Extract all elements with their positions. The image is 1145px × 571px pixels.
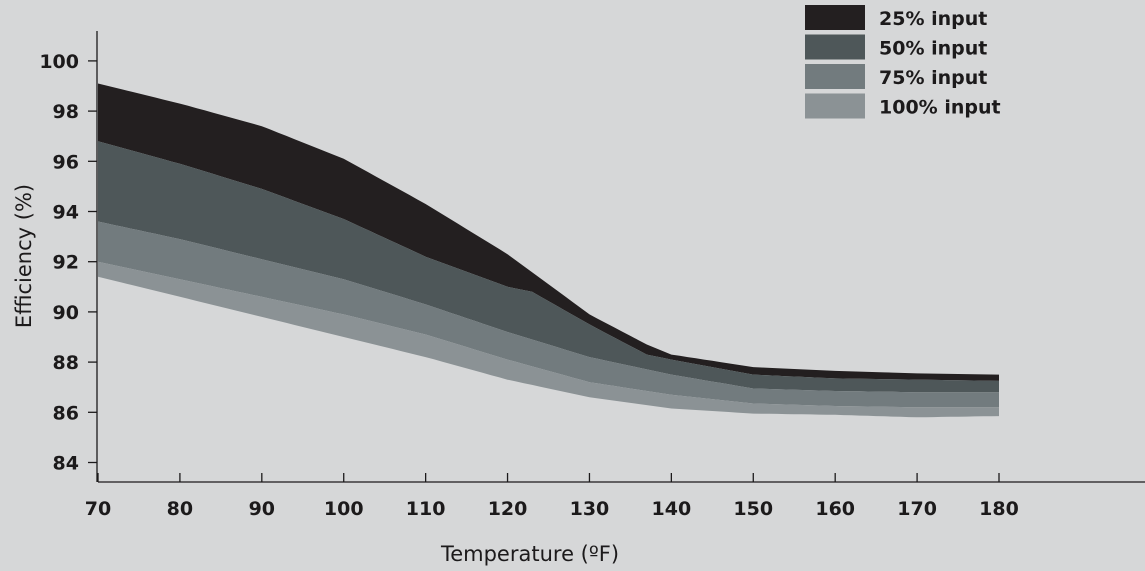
area-band-100-input xyxy=(98,261,999,418)
legend-label: 75% input xyxy=(879,67,987,89)
x-tick-label: 140 xyxy=(652,498,692,520)
legend-swatch xyxy=(805,64,865,89)
legend: 25% input 50% input 75% input 100% input xyxy=(805,5,1001,119)
y-tick-label: 96 xyxy=(53,151,79,173)
x-axis-title: Temperature (ºF) xyxy=(440,542,619,566)
x-tick-label: 100 xyxy=(324,498,364,520)
x-tick-label: 160 xyxy=(815,498,855,520)
x-tick-label: 130 xyxy=(570,498,610,520)
area-bands xyxy=(98,83,999,418)
y-tick-label: 94 xyxy=(53,202,79,224)
y-tick-label: 100 xyxy=(39,51,79,73)
x-tick-label: 70 xyxy=(85,498,111,520)
area-band-50-input xyxy=(98,141,999,393)
y-tick-label: 90 xyxy=(53,302,79,324)
legend-label: 50% input xyxy=(879,38,987,60)
y-axis-title: Efficiency (%) xyxy=(12,184,36,328)
x-tick-label: 180 xyxy=(979,498,1019,520)
legend-swatch xyxy=(805,34,865,60)
x-axis-ticks: 70 80 90 100 110 120 130 140 150 160 170 180 xyxy=(85,473,1019,520)
legend-label: 100% input xyxy=(879,97,1001,119)
y-tick-label: 84 xyxy=(53,453,79,475)
x-tick-label: 170 xyxy=(897,498,937,520)
y-tick-label: 86 xyxy=(53,402,79,424)
axes xyxy=(96,31,1145,483)
area-band-25-input xyxy=(98,83,999,381)
y-tick-label: 98 xyxy=(53,101,79,123)
y-tick-label: 88 xyxy=(53,352,79,374)
area-band-75-input xyxy=(98,221,999,408)
x-tick-label: 150 xyxy=(733,498,773,520)
x-tick-label: 110 xyxy=(406,498,446,520)
x-tick-label: 120 xyxy=(488,498,528,520)
legend-label: 25% input xyxy=(879,8,987,30)
x-tick-label: 80 xyxy=(167,498,193,520)
legend-swatch xyxy=(805,5,865,30)
x-tick-label: 90 xyxy=(249,498,275,520)
y-axis-ticks: 84 86 88 90 92 94 96 98 100 xyxy=(39,51,97,475)
y-tick-label: 92 xyxy=(53,252,79,274)
legend-swatch xyxy=(805,93,865,119)
